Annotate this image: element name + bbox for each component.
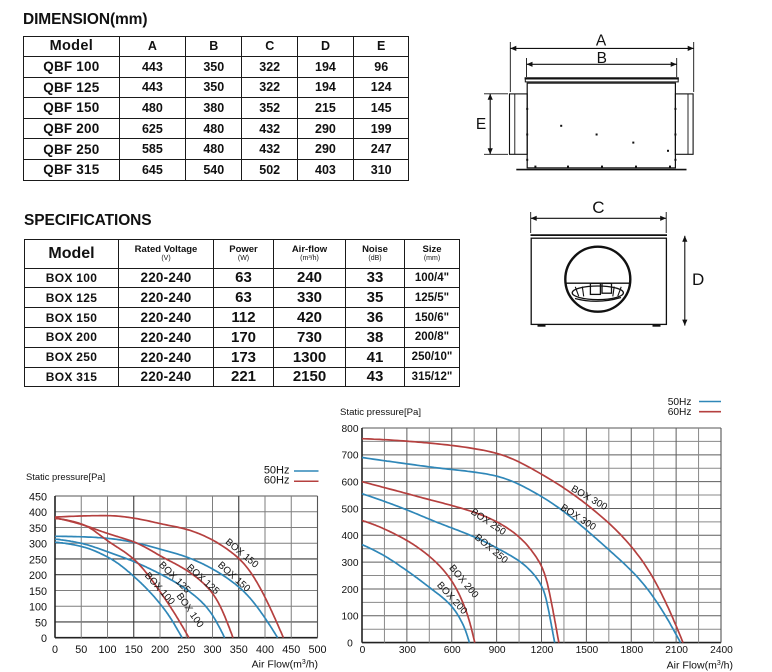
svg-text:50Hz: 50Hz [264, 465, 290, 477]
svg-text:800: 800 [342, 424, 359, 435]
svg-text:2100: 2100 [665, 645, 688, 656]
svg-text:250: 250 [29, 554, 47, 566]
svg-text:200: 200 [342, 585, 359, 596]
svg-text:100: 100 [342, 612, 359, 623]
svg-text:1200: 1200 [531, 645, 554, 656]
svg-text:100: 100 [29, 602, 47, 614]
svg-text:400: 400 [342, 531, 359, 542]
svg-text:400: 400 [256, 644, 274, 656]
svg-text:Air Flow(m3/h): Air Flow(m3/h) [252, 659, 318, 671]
svg-text:350: 350 [29, 523, 47, 535]
svg-text:50: 50 [35, 617, 47, 629]
svg-text:300: 300 [29, 539, 47, 551]
svg-text:E: E [476, 116, 486, 133]
svg-text:1800: 1800 [620, 645, 643, 656]
svg-text:600: 600 [342, 478, 359, 489]
svg-text:D: D [692, 270, 704, 289]
svg-text:500: 500 [342, 504, 359, 515]
svg-text:150: 150 [29, 586, 47, 598]
svg-text:300: 300 [342, 558, 359, 569]
svg-text:BOX 250: BOX 250 [472, 532, 510, 566]
svg-text:200: 200 [151, 644, 169, 656]
svg-text:200: 200 [29, 570, 47, 582]
svg-text:400: 400 [29, 507, 47, 519]
svg-text:60Hz: 60Hz [668, 407, 692, 418]
svg-text:100: 100 [98, 644, 116, 656]
svg-text:Static pressure[Pa]: Static pressure[Pa] [340, 407, 421, 418]
svg-text:600: 600 [444, 645, 461, 656]
svg-text:450: 450 [282, 644, 300, 656]
svg-text:350: 350 [230, 644, 248, 656]
svg-text:2400: 2400 [710, 645, 733, 656]
svg-text:0: 0 [360, 645, 366, 656]
svg-text:Air Flow(m3/h): Air Flow(m3/h) [667, 660, 733, 672]
svg-text:300: 300 [203, 644, 221, 656]
svg-text:300: 300 [399, 645, 416, 656]
svg-text:Static pressure[Pa]: Static pressure[Pa] [26, 471, 105, 482]
svg-text:250: 250 [177, 644, 195, 656]
svg-text:150: 150 [125, 644, 143, 656]
svg-text:A: A [596, 33, 607, 50]
svg-text:450: 450 [29, 491, 47, 503]
svg-text:900: 900 [489, 645, 506, 656]
svg-text:1500: 1500 [576, 645, 599, 656]
svg-text:C: C [592, 198, 604, 217]
svg-text:0: 0 [41, 633, 47, 645]
svg-text:500: 500 [308, 644, 326, 656]
svg-text:0: 0 [52, 644, 58, 656]
svg-text:BOX 100: BOX 100 [174, 591, 206, 630]
svg-text:60Hz: 60Hz [264, 475, 290, 487]
svg-text:0: 0 [347, 638, 353, 649]
svg-text:700: 700 [342, 451, 359, 462]
svg-text:B: B [597, 50, 607, 67]
svg-text:50: 50 [75, 644, 87, 656]
svg-text:50Hz: 50Hz [668, 397, 692, 408]
